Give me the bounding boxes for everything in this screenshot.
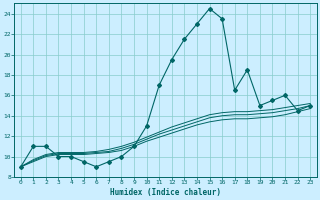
X-axis label: Humidex (Indice chaleur): Humidex (Indice chaleur) (110, 188, 221, 197)
